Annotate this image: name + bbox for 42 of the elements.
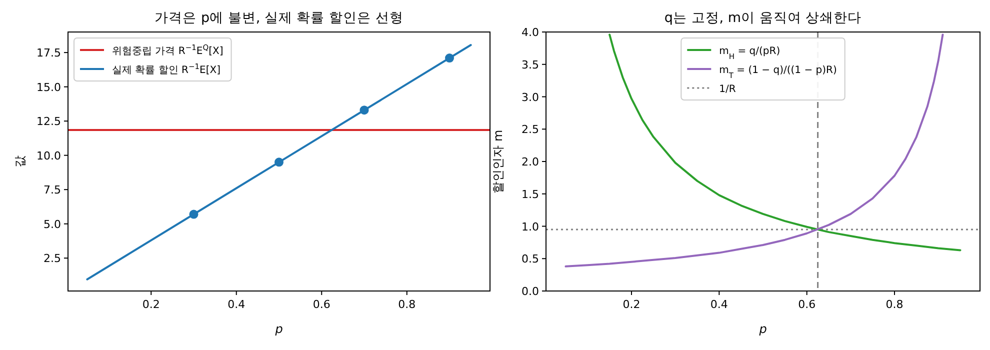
line-series: [608, 34, 962, 252]
y-tick-label: 3.0: [522, 90, 539, 104]
line-series: [564, 34, 944, 268]
y-axis-title: 값: [13, 156, 27, 168]
x-axis-title: p: [274, 322, 284, 336]
x-tick-label: 0.6: [312, 298, 330, 311]
y-axis-title: 할인인자 m: [491, 130, 505, 194]
y-tick-label: 10.0: [36, 149, 61, 162]
x-axis-title: p: [758, 322, 768, 336]
y-tick-label: 15.0: [36, 80, 61, 94]
point: [189, 210, 198, 219]
y-tick-label: 2.5: [522, 123, 539, 136]
y-tick-label: 7.5: [44, 184, 61, 197]
x-tick-label: 0.2: [142, 298, 160, 311]
point: [360, 106, 369, 115]
line-series: [86, 44, 472, 280]
y-tick-label: 5.0: [44, 218, 61, 231]
chart-title: 가격은 p에 불변, 실제 확률 할인은 선형: [154, 10, 404, 26]
y-tick-label: 2.5: [44, 252, 61, 266]
point: [274, 158, 284, 167]
y-tick-label: 12.5: [36, 115, 61, 128]
legend-label: m$_{T}$ = (1 − q)/((1 − p)R): [719, 65, 837, 80]
y-tick-label: 1.0: [522, 220, 539, 234]
x-tick-label: 0.4: [228, 298, 246, 311]
legend-label: 위험중립 가격 R$^{−1}$E$^{Q}$[X]: [112, 42, 224, 57]
y-tick-label: 1.5: [522, 188, 539, 201]
y-tick-label: 4.0: [522, 26, 539, 39]
point: [445, 54, 454, 63]
chart-title: q는 고정, m이 움직여 상쇄한다: [664, 10, 862, 26]
legend-label: m$_{H}$ = q/(pR): [719, 46, 780, 60]
y-tick-label: 0.0: [522, 285, 539, 298]
legend-label: 실제 확률 할인 R$^{−1}$E[X]: [112, 62, 221, 76]
x-tick-label: 0.2: [622, 298, 640, 311]
x-tick-label: 0.4: [710, 298, 728, 311]
y-tick-label: 17.5: [36, 46, 61, 60]
x-tick-label: 0.6: [798, 298, 816, 311]
x-tick-label: 0.8: [886, 298, 904, 311]
y-tick-label: 3.5: [522, 58, 539, 72]
legend-label: 1/R: [719, 84, 736, 95]
x-tick-label: 0.8: [398, 298, 416, 311]
y-tick-label: 0.5: [522, 252, 539, 266]
y-tick-label: 2.0: [522, 156, 539, 168]
